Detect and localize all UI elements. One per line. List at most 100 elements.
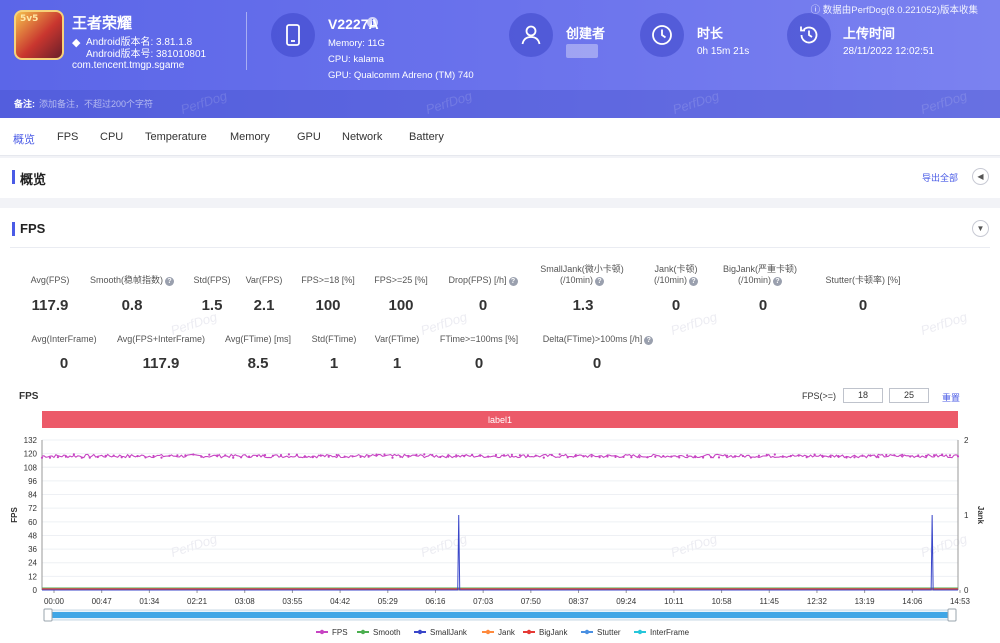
fps-threshold-input-2[interactable]: 25 <box>889 388 929 403</box>
android-icon: ◆ <box>72 36 81 49</box>
fps-point <box>216 454 219 457</box>
legend-swatch-dot <box>360 629 366 635</box>
y-tick-label: 0 <box>33 586 38 595</box>
fps-point <box>510 453 513 456</box>
timeline-handle-right <box>947 608 957 622</box>
fps-point <box>415 453 418 456</box>
tab-fps[interactable]: FPS <box>57 131 79 143</box>
fps-point <box>861 454 864 457</box>
x-tick-label: 11:45 <box>760 597 780 606</box>
fps-threshold-input-1[interactable]: 18 <box>843 388 883 403</box>
fps-point <box>781 455 784 458</box>
fps-point <box>240 456 243 459</box>
tab-memory[interactable]: Memory <box>230 131 270 143</box>
legend-swatch-dot <box>485 629 491 635</box>
collapse-down-icon[interactable]: ▼ <box>972 220 989 237</box>
fps-point <box>256 454 259 458</box>
fps-point <box>590 455 593 458</box>
fps-point <box>948 454 952 457</box>
legend-label: Jank <box>498 628 516 637</box>
y-tick-label: 24 <box>28 559 37 568</box>
overview-panel <box>0 158 1000 198</box>
fps-point <box>176 454 179 457</box>
note-bar <box>0 90 1000 118</box>
fps-point <box>494 453 498 457</box>
timeline-range <box>52 612 948 618</box>
y2-tick-label: 1 <box>964 511 969 520</box>
app-logo: 5v5 <box>14 10 64 60</box>
metric-label: Smooth(稳帧指数)? <box>80 275 184 286</box>
fps-point <box>901 453 904 456</box>
fps-point <box>152 454 155 458</box>
fps-point <box>144 456 147 459</box>
fps-point <box>805 456 808 459</box>
fps-point <box>821 454 824 457</box>
tab-bar <box>0 118 1000 156</box>
help-icon[interactable]: ? <box>165 277 174 286</box>
fps-point <box>845 456 848 459</box>
device-info-icon[interactable]: i <box>367 17 378 28</box>
fps-point <box>232 456 235 459</box>
tab-temperature[interactable]: Temperature <box>145 131 207 143</box>
reset-button[interactable]: 重置 <box>942 393 961 403</box>
legend-swatch-dot <box>526 629 532 635</box>
help-icon[interactable]: ? <box>644 336 654 345</box>
legend-swatch-dot <box>319 629 325 635</box>
series-fps <box>41 453 959 459</box>
collapse-left-icon[interactable]: ◀ <box>972 168 989 185</box>
export-all-button[interactable]: 导出全部 <box>922 173 959 183</box>
fps-point <box>120 456 123 459</box>
x-tick-label: 02:21 <box>187 597 208 606</box>
app-name: 王者荣耀 <box>72 15 133 32</box>
legend-swatch-dot <box>637 629 643 635</box>
x-tick-label: 05:29 <box>378 597 399 606</box>
legend-label: InterFrame <box>650 628 690 637</box>
device-name: V2227A <box>328 16 379 32</box>
section-marker <box>12 170 15 184</box>
fps-point <box>455 454 458 457</box>
fps-point <box>439 455 442 459</box>
fps-point <box>200 455 203 458</box>
tab-battery[interactable]: Battery <box>409 131 444 143</box>
metric-value: 0 <box>59 355 69 372</box>
y-tick-label: 108 <box>24 463 38 472</box>
metric-label: Jank(卡顿) (/10min)? <box>653 264 698 286</box>
x-tick-label: 06:16 <box>425 597 446 606</box>
tab-cpu[interactable]: CPU <box>100 131 124 143</box>
device-memory: Memory: 11G <box>328 38 385 49</box>
chart-title: FPS <box>19 391 39 402</box>
metric-label: Avg(FTime) [ms] <box>224 334 291 344</box>
fps-point <box>343 455 346 458</box>
fps-point <box>391 456 394 459</box>
tab-network[interactable]: Network <box>342 131 383 143</box>
fps-point <box>733 455 737 458</box>
source-note: ⓘ 数据由PerfDog(8.0.221052)版本收集 <box>810 5 978 16</box>
help-icon[interactable]: ? <box>595 277 604 286</box>
fps-point <box>208 453 211 456</box>
y-tick-label: 132 <box>24 436 38 445</box>
help-icon[interactable]: ? <box>508 277 518 286</box>
fps-point <box>64 455 67 458</box>
fps-point <box>487 455 490 458</box>
y2-tick-label: 0 <box>964 586 969 595</box>
device-cpu: CPU: kalama <box>328 54 384 65</box>
tab-overview[interactable]: 概览 <box>13 134 35 146</box>
x-tick-label: 10:58 <box>712 597 733 606</box>
app-package: com.tencent.tmgp.sgame <box>72 60 185 71</box>
fps-point <box>383 453 386 456</box>
help-icon[interactable]: ? <box>773 277 782 286</box>
metric-value: 0 <box>758 297 768 314</box>
fps-point <box>773 453 776 456</box>
phone-icon <box>271 13 315 57</box>
fps-point <box>534 454 537 457</box>
x-tick-label: 12:32 <box>807 597 828 606</box>
fps-point <box>598 456 601 459</box>
x-tick-label: 03:08 <box>235 597 256 606</box>
note-input[interactable]: 添加备注，不超过200个字符 <box>39 99 154 109</box>
fps-point <box>96 455 99 459</box>
tab-gpu[interactable]: GPU <box>297 131 321 143</box>
fps-point <box>789 454 792 458</box>
fps-point <box>909 455 912 458</box>
help-icon[interactable]: ? <box>689 277 698 286</box>
